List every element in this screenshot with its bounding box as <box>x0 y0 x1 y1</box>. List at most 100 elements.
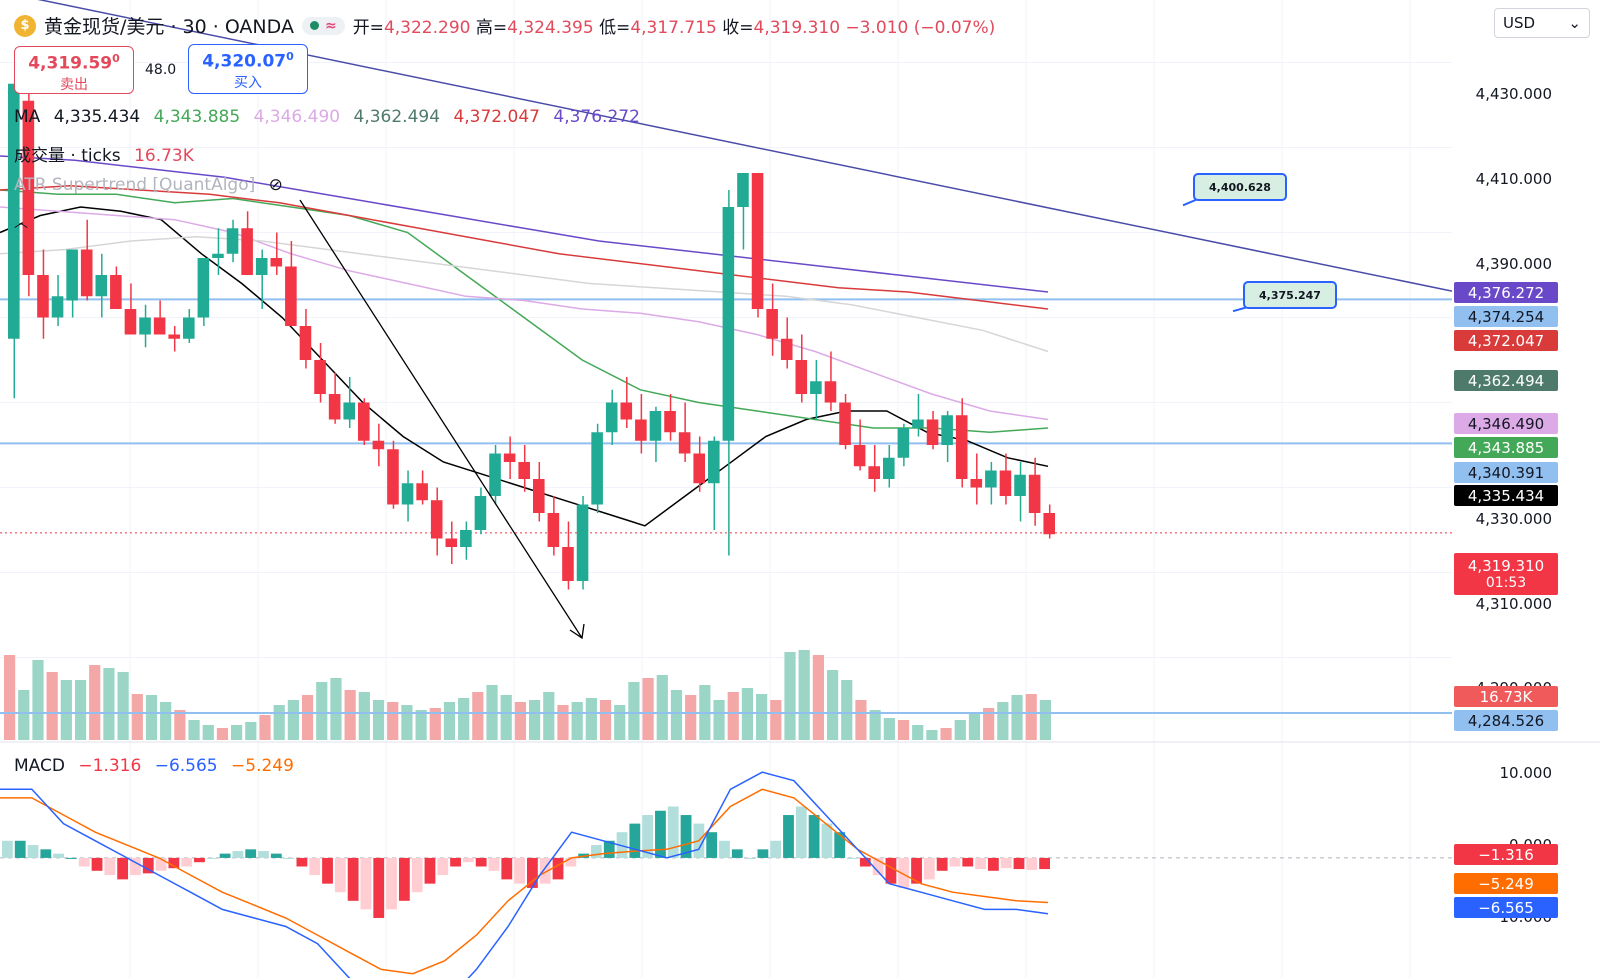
candle-body <box>955 415 968 479</box>
ohlc-readout: 开=4,322.290 高=4,324.395 低=4,317.715 收=4,… <box>352 18 996 38</box>
volume-bar <box>770 700 782 740</box>
candle-body <box>343 402 355 420</box>
macd-histogram-bar <box>923 857 935 880</box>
candle-body <box>270 258 283 267</box>
macd-histogram-bar <box>181 857 193 867</box>
volume-bar <box>997 702 1009 740</box>
macd-histogram-bar <box>783 815 794 858</box>
macd-histogram-bar <box>398 857 410 901</box>
ma-badge: 4,343.885 <box>1454 437 1558 458</box>
hidden-eye-icon[interactable]: ⊘ <box>268 175 283 195</box>
macd-tick: 10.000 <box>1499 764 1553 782</box>
macd-histogram-bar <box>808 815 820 858</box>
macd-histogram-bar <box>552 857 564 880</box>
macd-histogram-bar <box>296 857 308 867</box>
volume-bar <box>656 675 668 740</box>
volume-bar <box>188 720 200 740</box>
macd-panel <box>0 771 1452 978</box>
candle-body <box>168 334 180 339</box>
macd-histogram-bar <box>53 853 65 858</box>
volume-legend[interactable]: 成交量 · ticks 16.73K <box>14 146 194 166</box>
macd-histogram-bar <box>245 849 257 858</box>
macd-histogram-bar <box>117 857 129 880</box>
arrow-head-icon <box>569 623 585 640</box>
macd-histogram-bar <box>975 857 986 870</box>
candles <box>8 83 1055 640</box>
volume-bar <box>18 690 30 740</box>
volume-bar <box>216 728 229 740</box>
volume-bar <box>713 700 725 740</box>
macd-histogram-bar <box>270 853 282 858</box>
candle-body <box>212 253 224 258</box>
trend-line <box>37 0 1453 292</box>
candle-body <box>678 432 691 454</box>
macd-histogram-bar <box>91 857 103 871</box>
wave-icon: ≈ <box>324 17 337 34</box>
ma-badge: 4,372.047 <box>1454 330 1558 351</box>
macd-histogram-bar <box>872 857 884 876</box>
candle-body <box>51 296 64 318</box>
macd-histogram-bar <box>847 857 858 859</box>
volume-bar <box>642 678 654 740</box>
candle-body <box>868 466 880 479</box>
candle-body <box>489 453 501 496</box>
macd-histogram-bar <box>719 840 730 858</box>
macd-histogram-bar <box>219 853 231 858</box>
volume-bar <box>458 698 470 740</box>
status-pill[interactable]: ≈ <box>301 16 345 35</box>
volume-bar <box>145 695 158 740</box>
price-callout[interactable]: 4,375.247 <box>1243 281 1337 309</box>
sell-button[interactable]: 4,319.590 卖出 <box>14 46 134 94</box>
candle-body <box>226 228 239 254</box>
price-callout[interactable]: 4,400.628 <box>1193 173 1287 201</box>
candle-body <box>708 440 720 484</box>
macd-histogram-bar <box>386 857 397 910</box>
collapse-legend-button[interactable]: ︿ <box>14 212 36 232</box>
ma-legend[interactable]: MA 4,335.434 4,343.885 4,346.490 4,362.4… <box>14 107 640 127</box>
volume-bar <box>472 692 484 740</box>
macd-legend[interactable]: MACD −1.316 −6.565 −5.249 <box>14 756 294 776</box>
ma-line <box>0 155 1049 293</box>
price-tick: 4,330.000 <box>1475 510 1552 528</box>
symbol-title[interactable]: 黄金现货/美元 · 30 · OANDA <box>44 16 294 38</box>
volume-bar <box>897 720 910 740</box>
supertrend-legend[interactable]: ATR Supertrend [QuantAlgo] ⊘ <box>14 175 283 195</box>
macd-histogram-bar <box>987 857 999 871</box>
currency-select[interactable]: USD ⌄ <box>1494 8 1590 38</box>
volume-bar <box>954 720 966 740</box>
volume-bar <box>32 660 44 740</box>
ma-line <box>0 189 1049 434</box>
volume-bar <box>415 710 427 740</box>
volume-bar <box>174 710 186 740</box>
ma-line <box>0 236 1049 353</box>
macd-signal-line <box>0 788 1049 975</box>
candle-body <box>780 338 793 360</box>
price-tick: 4,410.000 <box>1475 170 1552 188</box>
volume-bar <box>585 698 597 740</box>
macd-histogram-bar <box>462 857 474 863</box>
macd-histogram-bar <box>962 857 974 867</box>
volume-bar <box>883 718 895 740</box>
volume-bar <box>784 652 796 740</box>
candle-body <box>372 440 385 450</box>
volume-bar <box>670 690 683 740</box>
macd-histogram-bar <box>1000 857 1012 869</box>
candle-body <box>795 360 808 394</box>
macd-histogram-bar <box>1026 857 1038 870</box>
buy-button[interactable]: 4,320.070 买入 <box>188 44 308 94</box>
candle-body <box>241 228 253 275</box>
volume-bar <box>500 695 512 740</box>
last-price-badge: 4,319.310 01:53 <box>1454 553 1558 595</box>
volume-bar <box>614 705 626 740</box>
volume-bar <box>529 700 541 740</box>
macd-histogram-bar <box>283 857 295 859</box>
candle-body <box>430 500 443 539</box>
macd-histogram-bar <box>706 832 718 858</box>
volume-bar <box>841 680 853 740</box>
macd-histogram-bar <box>155 857 167 871</box>
macd-histogram-bar <box>488 857 500 871</box>
volume-bar <box>1011 695 1023 740</box>
price-tick: 4,390.000 <box>1475 255 1552 273</box>
candle-body <box>970 479 983 488</box>
